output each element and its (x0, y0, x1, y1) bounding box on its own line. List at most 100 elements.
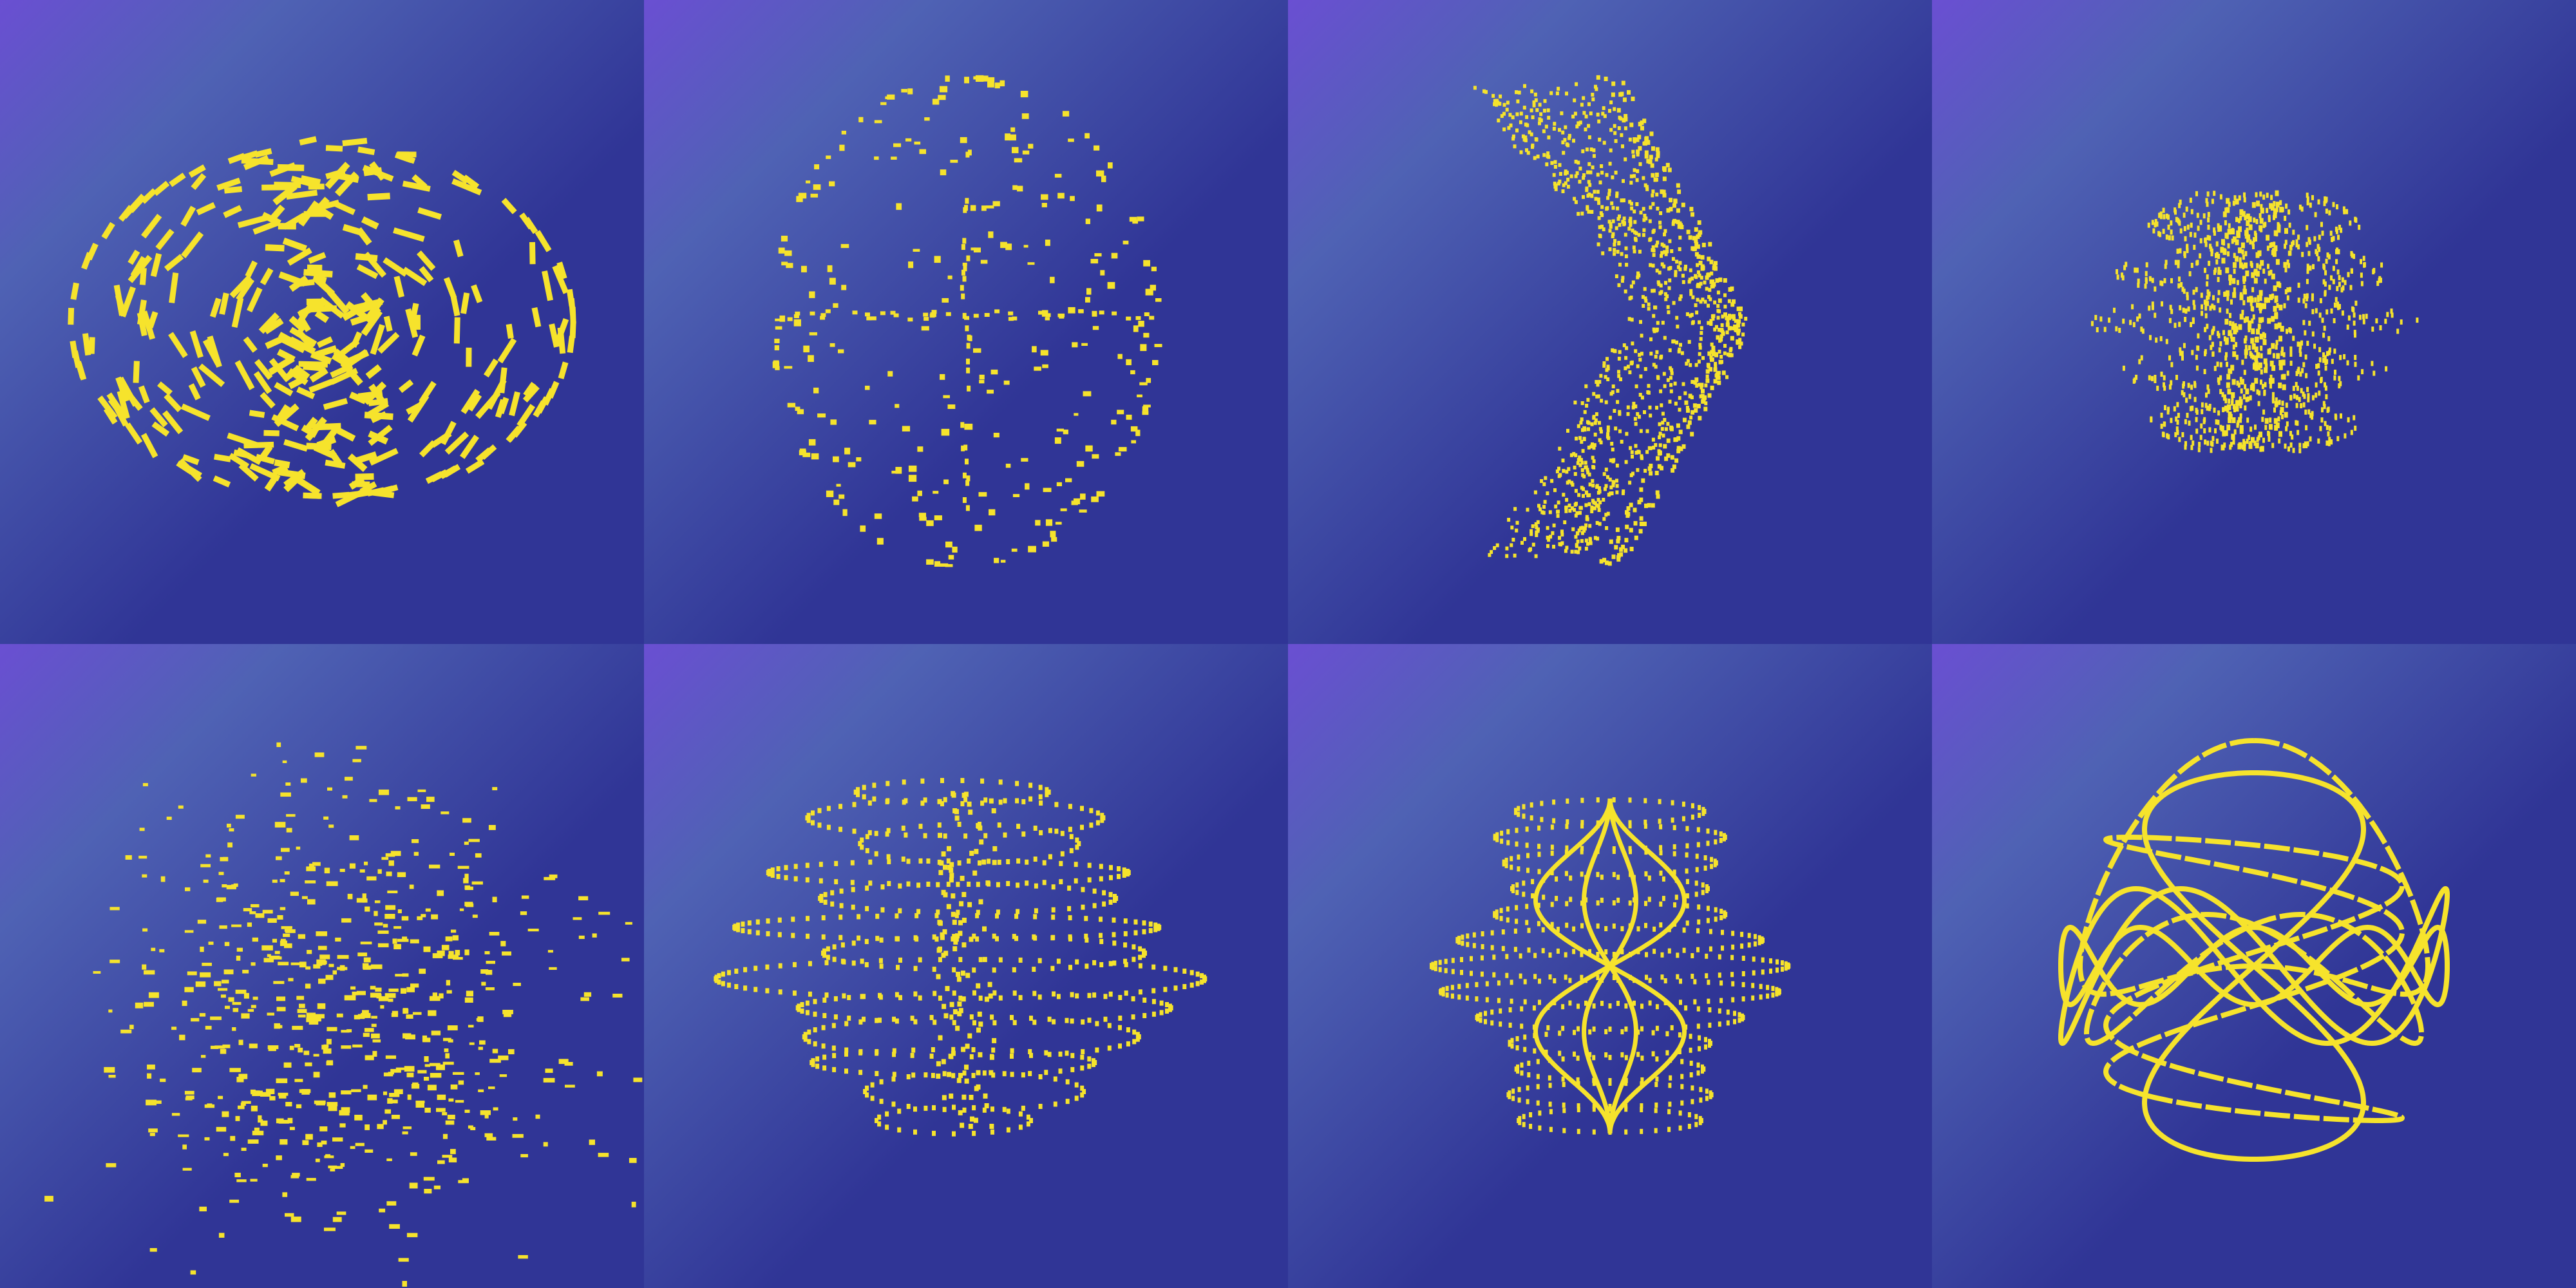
dot-mark (2213, 191, 2216, 196)
dot-mark (260, 1092, 271, 1097)
dot-mark (2206, 295, 2209, 301)
dot-mark (2251, 437, 2255, 443)
dot-mark (2154, 375, 2157, 380)
dot-mark (2177, 263, 2180, 269)
dot-mark (1455, 937, 1459, 942)
dot-mark (1708, 1039, 1711, 1045)
dot-mark (1704, 1044, 1707, 1050)
dot-mark (875, 936, 880, 942)
dot-mark (2207, 388, 2210, 394)
dot-mark (1606, 428, 1610, 433)
dot-mark (2259, 334, 2264, 340)
dot-mark (2333, 318, 2336, 323)
dot-mark (2336, 286, 2339, 292)
dot-mark (1558, 473, 1562, 477)
dot-mark (1642, 228, 1646, 232)
dot-mark (2239, 425, 2244, 431)
dot-mark (1651, 202, 1655, 206)
dot-mark (1587, 472, 1591, 477)
dot-mark (1525, 904, 1529, 909)
dash-mark (300, 175, 321, 185)
dot-mark (1609, 539, 1613, 544)
dot-mark (886, 781, 890, 786)
dot-mark (2353, 254, 2356, 260)
dot-mark (1631, 97, 1635, 101)
dot-mark (2178, 276, 2181, 282)
dot-mark (891, 1076, 896, 1082)
dot-mark (1613, 248, 1616, 252)
dot-mark (1571, 115, 1575, 118)
dot-mark (2243, 370, 2246, 375)
dot-mark (2287, 263, 2290, 269)
dot-mark (2273, 201, 2276, 207)
dot-mark (2217, 267, 2221, 272)
dot-mark (1634, 238, 1638, 242)
dot-mark (210, 1016, 222, 1020)
dot-mark (327, 1102, 338, 1106)
dot-mark (975, 936, 980, 942)
dot-mark (2289, 346, 2293, 352)
dot-mark (976, 909, 980, 915)
dot-mark (1720, 323, 1724, 327)
dot-mark (1634, 349, 1638, 354)
dot-mark (1084, 916, 1088, 922)
dot-mark (1613, 349, 1617, 354)
dot-mark (961, 996, 966, 1002)
dot-mark (1588, 1052, 1592, 1057)
dot-mark (1643, 522, 1647, 526)
dot-mark (374, 900, 381, 904)
dash-mark (444, 431, 469, 455)
dot-mark (1597, 216, 1601, 220)
dot-mark (2295, 395, 2298, 401)
dot-mark (2219, 389, 2222, 394)
dot-mark (2260, 207, 2264, 214)
dot-mark (1517, 1097, 1521, 1103)
dot-mark (1515, 882, 1519, 888)
dot-mark (865, 1092, 869, 1098)
dot-mark (1572, 926, 1576, 932)
dot-mark (323, 816, 329, 820)
dot-mark (1068, 826, 1072, 832)
dot-mark (898, 908, 902, 914)
dot-mark (1564, 974, 1567, 980)
dot-mark (1587, 180, 1591, 184)
dot-mark (877, 1114, 882, 1120)
dot-mark (1074, 862, 1078, 867)
dash-mark (370, 324, 385, 355)
dot-mark (865, 886, 869, 891)
dot-mark (1644, 900, 1647, 906)
dot-mark (2325, 351, 2329, 357)
dot-mark (2236, 422, 2239, 428)
dot-mark (1666, 305, 1670, 309)
dash-mark (348, 476, 365, 490)
dot-mark (972, 1105, 976, 1111)
dot-mark (352, 759, 361, 762)
dot-mark (1640, 1128, 1643, 1134)
dot-mark (1666, 422, 1670, 426)
dot-mark (1542, 129, 1546, 133)
dot-mark (1531, 893, 1535, 899)
dot-mark (1123, 942, 1128, 948)
dot-mark (1550, 922, 1554, 927)
dot-mark (1052, 991, 1056, 997)
dot-mark (1667, 286, 1671, 290)
dot-mark (2261, 384, 2264, 390)
dot-mark (2226, 296, 2230, 301)
dot-mark (969, 936, 974, 942)
dot-mark (1553, 165, 1557, 169)
dot-mark (2261, 417, 2264, 422)
dot-mark (442, 1155, 453, 1158)
dot-mark (1541, 948, 1545, 954)
dot-mark (1075, 844, 1079, 850)
dot-mark (989, 798, 994, 804)
dot-mark (1596, 189, 1600, 194)
dash-mark (294, 475, 321, 496)
dot-mark (475, 1072, 480, 1075)
dot-mark (839, 888, 844, 894)
dot-mark (2241, 211, 2246, 217)
dot-mark (1539, 507, 1542, 511)
dot-mark (1703, 855, 1707, 860)
dot-mark (223, 857, 228, 860)
dot-mark (1694, 1113, 1698, 1119)
dot-mark (964, 77, 969, 84)
